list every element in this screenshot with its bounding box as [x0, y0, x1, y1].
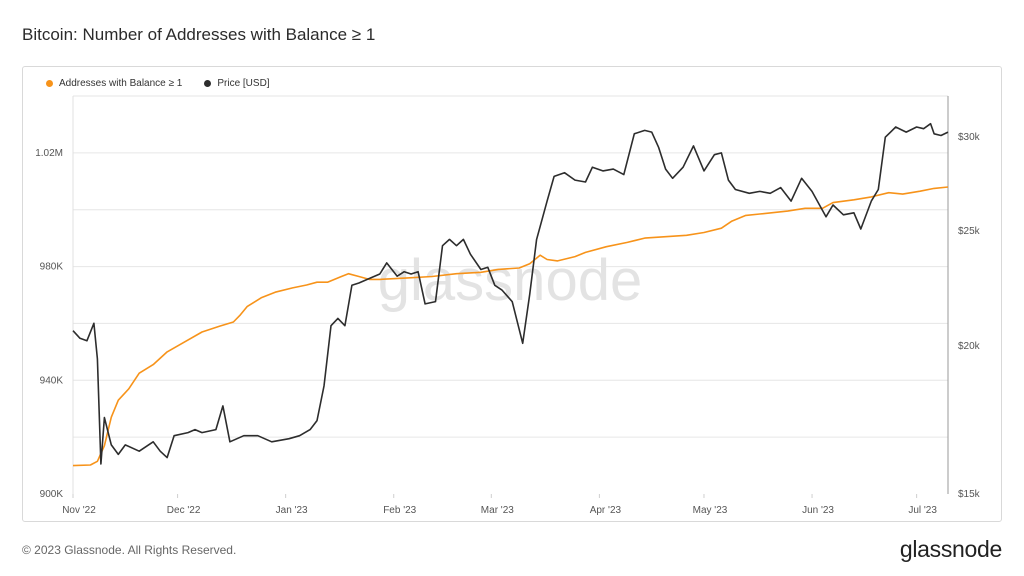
legend-item-addresses[interactable]: Addresses with Balance ≥ 1: [46, 78, 182, 89]
x-tick-label: Dec '22: [167, 505, 201, 516]
y-right-tick-label: $20k: [958, 341, 981, 352]
legend: Addresses with Balance ≥ 1 Price [USD]: [46, 78, 270, 89]
y-right-tick-label: $25k: [958, 226, 981, 237]
x-tick-label: Jun '23: [802, 505, 834, 516]
legend-label-price: Price [USD]: [217, 78, 270, 89]
y-right-tick-label: $30k: [958, 132, 981, 143]
brand-logo[interactable]: glassnode: [899, 536, 1002, 562]
chart-title: Bitcoin: Number of Addresses with Balanc…: [22, 25, 376, 44]
copyright-text: © 2023 Glassnode. All Rights Reserved.: [22, 543, 237, 557]
x-tick-label: Jan '23: [276, 505, 308, 516]
y-left-tick-label: 980K: [40, 262, 64, 273]
x-tick-label: Apr '23: [590, 505, 622, 516]
legend-dot-price: [204, 80, 212, 87]
x-tick-label: Jul '23: [908, 505, 937, 516]
legend-label-addresses: Addresses with Balance ≥ 1: [59, 78, 183, 89]
watermark: glassnode: [378, 248, 642, 313]
x-tick-label: Mar '23: [481, 505, 514, 516]
series-lines: [72, 122, 949, 467]
x-tick-label: Nov '22: [62, 505, 96, 516]
x-tick-label: Feb '23: [383, 505, 416, 516]
x-tick-label: May '23: [693, 505, 728, 516]
series-line-addresses: [72, 186, 949, 467]
grid-lines: [73, 95, 948, 438]
series-line-price: [72, 122, 949, 465]
legend-dot-addresses: [46, 80, 53, 87]
legend-item-price[interactable]: Price [USD]: [204, 78, 270, 89]
axes: 900K 940K 980K 1.02M $15k $20k $25k $30k Nov '22…: [35, 96, 981, 516]
y-left-tick-label: 1.02M: [35, 148, 63, 159]
chart-panel: [22, 66, 1002, 522]
y-left-tick-label: 940K: [40, 375, 64, 386]
y-left-tick-label: 900K: [40, 489, 64, 500]
y-right-tick-label: $15k: [958, 489, 981, 500]
